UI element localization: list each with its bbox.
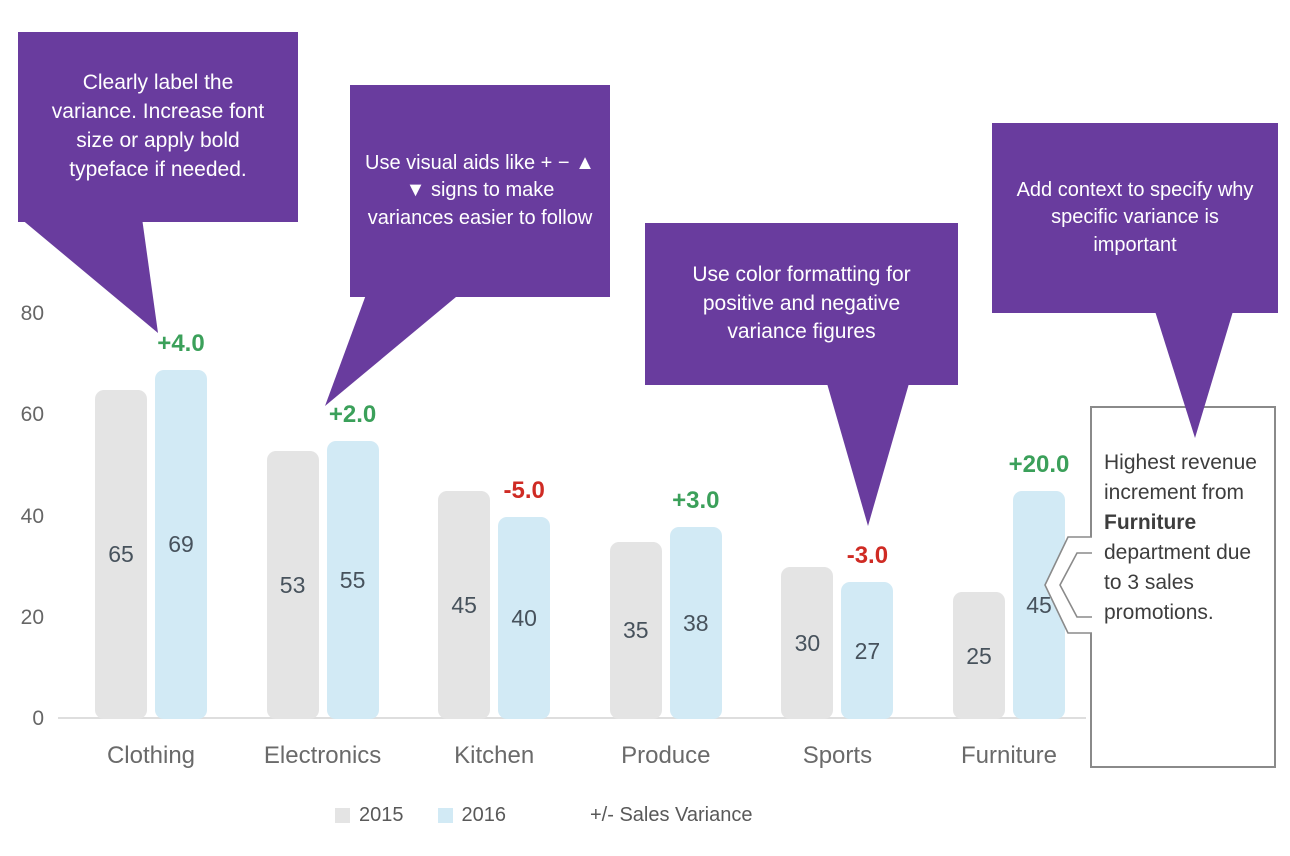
y-tick-80: 80 [20, 302, 44, 325]
value-2016-kitchen: 40 [511, 604, 537, 631]
bar-2016-produce [669, 526, 722, 719]
note-box: Highest revenue increment from Furniture… [1090, 406, 1276, 768]
note-text-after: department due to 3 sales promotions. [1104, 541, 1252, 625]
legend-label-2016: 2016 [461, 804, 507, 826]
chart-legend: 2015 2016 +/- Sales Variance [335, 804, 753, 827]
callout-add-context: Add context to specify why specific vari… [992, 123, 1278, 313]
value-2015-clothing: 65 [108, 541, 134, 568]
callout-visual-aids: Use visual aids like + − ▲ ▼ signs to ma… [350, 85, 610, 297]
value-2015-electronics: 53 [279, 571, 306, 598]
category-label-furniture: Furniture [960, 742, 1058, 769]
variance-kitchen: -5.0 [503, 476, 545, 504]
callout-2-tail [325, 292, 462, 406]
y-tick-40: 40 [20, 504, 44, 528]
variance-furniture: +20.0 [1008, 451, 1070, 479]
legend-item-2016: 2016 [437, 804, 507, 827]
value-2016-produce: 38 [683, 609, 709, 636]
category-label-kitchen: Kitchen [454, 742, 535, 769]
bar-2015-sports [781, 567, 834, 719]
category-label-sports: Sports [802, 742, 873, 769]
bar-2015-furniture [953, 592, 1005, 719]
value-2015-produce: 35 [623, 617, 649, 644]
bar-2016-sports [841, 582, 894, 719]
bar-2015-clothing [95, 389, 147, 719]
variance-sports: -3.0 [846, 542, 889, 570]
bar-2015-electronics [266, 450, 319, 719]
category-label-electronics: Electronics [263, 742, 382, 769]
value-2016-furniture: 45 [1026, 592, 1052, 619]
value-2016-sports: 27 [854, 637, 881, 664]
y-tick-0: 0 [32, 707, 44, 730]
value-2015-furniture: 25 [966, 642, 992, 669]
value-2015-sports: 30 [794, 630, 821, 657]
variance-electronics: +2.0 [328, 400, 377, 428]
legend-item-2015: 2015 [335, 804, 404, 827]
value-2016-clothing: 69 [168, 531, 194, 558]
value-2015-kitchen: 45 [451, 592, 477, 619]
y-tick-20: 20 [20, 605, 44, 629]
legend-label-2015: 2015 [359, 804, 404, 826]
callout-color-formatting: Use color formatting for positive and ne… [645, 223, 958, 385]
legend-swatch-2016 [437, 808, 453, 823]
bar-2016-electronics [326, 440, 379, 719]
bar-2016-kitchen [498, 516, 551, 719]
callout-3-tail [826, 380, 910, 526]
note-text-bold: Furniture [1104, 511, 1197, 535]
legend-variance-note: +/- Sales Variance [590, 804, 753, 826]
category-label-clothing: Clothing [106, 742, 196, 769]
bar-2015-produce [609, 541, 662, 719]
bar-2015-kitchen [438, 491, 491, 719]
y-tick-60: 60 [20, 403, 44, 427]
legend-swatch-2015 [335, 808, 350, 823]
note-text-before: Highest revenue increment from [1104, 451, 1257, 505]
x-axis-line [58, 717, 1086, 719]
bar-2016-clothing [155, 369, 207, 719]
category-label-produce: Produce [621, 742, 711, 769]
callout-label-variance: Clearly label the variance. Increase fon… [18, 32, 298, 222]
variance-produce: +3.0 [672, 486, 720, 514]
variance-clothing: +4.0 [157, 329, 205, 357]
value-2016-electronics: 55 [339, 566, 366, 593]
